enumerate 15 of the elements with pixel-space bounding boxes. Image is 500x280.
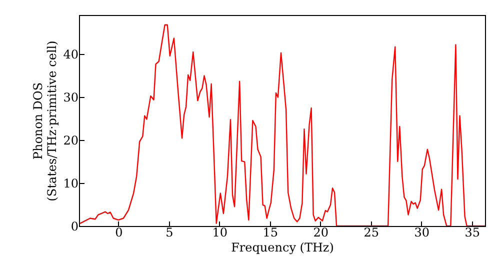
x-axis-title: Frequency (THz) — [231, 240, 334, 254]
x-tick-label: 0 — [115, 226, 123, 240]
x-tick-label: 30 — [414, 226, 430, 240]
y-axis-title: Phonon DOS (States/THz·primitive cell) — [31, 40, 60, 202]
y-tick-label: 40 — [63, 47, 78, 62]
x-tick-label: 15 — [262, 226, 278, 240]
x-tick-label: 10 — [212, 226, 228, 240]
x-tick-label: 35 — [464, 226, 480, 240]
y-tick-label: 10 — [63, 176, 78, 190]
y-tick-label: 30 — [63, 90, 78, 104]
y-tick-label: 20 — [63, 133, 78, 148]
x-tick-label: 25 — [364, 226, 380, 240]
line-series — [79, 24, 485, 226]
x-tick-label: 5 — [166, 226, 174, 240]
x-tick-label: 20 — [313, 226, 329, 240]
